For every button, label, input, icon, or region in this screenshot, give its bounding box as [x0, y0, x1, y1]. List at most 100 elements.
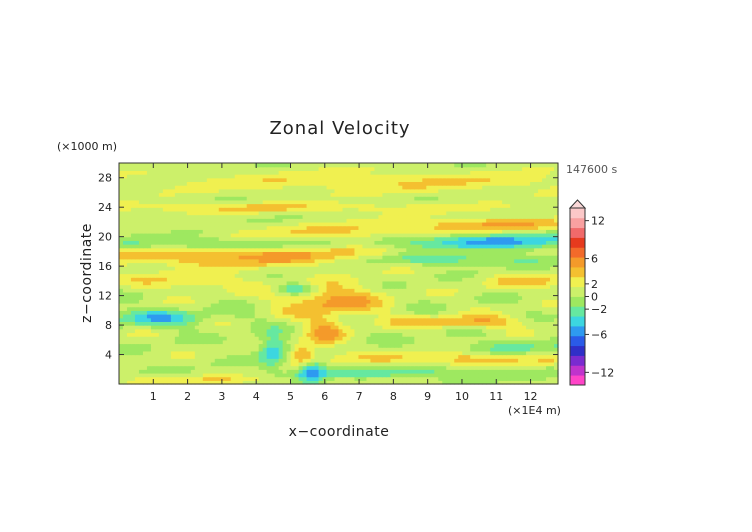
- heatmap-cell: [174, 295, 180, 300]
- heatmap-cell: [494, 361, 499, 367]
- heatmap-cell: [362, 288, 368, 293]
- heatmap-cell: [306, 229, 312, 234]
- heatmap-cell: [530, 328, 535, 334]
- heatmap-cell: [262, 251, 268, 256]
- heatmap-cell: [238, 266, 244, 271]
- heatmap-cell: [218, 258, 224, 264]
- heatmap-cell: [266, 365, 272, 370]
- heatmap-cell: [258, 214, 264, 219]
- heatmap-cell: [454, 288, 459, 293]
- heatmap-cell: [270, 288, 276, 293]
- heatmap-cell: [394, 339, 399, 345]
- heatmap-cell: [358, 302, 364, 308]
- heatmap-cell: [474, 236, 479, 241]
- heatmap-cell: [266, 277, 272, 282]
- heatmap-cell: [174, 314, 180, 319]
- heatmap-cell: [446, 284, 451, 289]
- heatmap-cell: [442, 350, 447, 356]
- heatmap-cell: [438, 221, 443, 227]
- heatmap-cell: [354, 295, 360, 300]
- heatmap-cell: [482, 361, 487, 367]
- heatmap-cell: [334, 332, 340, 337]
- heatmap-cell: [442, 361, 447, 367]
- heatmap-cell: [154, 273, 160, 278]
- heatmap-cell: [398, 266, 403, 271]
- heatmap-cell: [518, 299, 523, 304]
- heatmap-cell: [206, 306, 212, 311]
- heatmap-cell: [262, 295, 268, 300]
- heatmap-cell: [150, 328, 156, 334]
- heatmap-cell: [470, 332, 475, 337]
- heatmap-cell: [318, 269, 324, 275]
- heatmap-cell: [338, 244, 344, 249]
- heatmap-cell: [546, 225, 551, 230]
- heatmap-cell: [322, 314, 328, 319]
- heatmap-cell: [186, 321, 192, 326]
- heatmap-cell: [430, 236, 435, 241]
- heatmap-cell: [286, 332, 292, 337]
- heatmap-cell: [418, 244, 423, 249]
- heatmap-cell: [198, 225, 204, 230]
- heatmap-cell: [486, 225, 491, 230]
- heatmap-cell: [418, 251, 423, 256]
- heatmap-cell: [354, 314, 360, 319]
- heatmap-cell: [266, 302, 272, 308]
- heatmap-cell: [422, 277, 427, 282]
- heatmap-cell: [318, 277, 324, 282]
- heatmap-cell: [546, 291, 551, 297]
- heatmap-cell: [278, 225, 284, 230]
- heatmap-cell: [302, 280, 308, 286]
- heatmap-cell: [202, 240, 208, 245]
- heatmap-cell: [534, 332, 539, 337]
- heatmap-cell: [186, 332, 192, 337]
- heatmap-cell: [130, 343, 136, 348]
- heatmap-cell: [170, 251, 176, 256]
- heatmap-cell: [346, 358, 352, 363]
- heatmap-cell: [474, 229, 479, 234]
- heatmap-cell: [346, 332, 352, 337]
- heatmap-cell: [170, 354, 176, 359]
- heatmap-cell: [194, 291, 200, 297]
- heatmap-cell: [506, 299, 511, 304]
- heatmap-cell: [198, 317, 204, 322]
- heatmap-cell: [486, 255, 491, 260]
- heatmap-cell: [142, 354, 148, 359]
- heatmap-cell: [130, 328, 136, 334]
- heatmap-cell: [274, 225, 280, 230]
- heatmap-cell: [382, 325, 387, 330]
- heatmap-cell: [470, 306, 475, 311]
- heatmap-cell: [314, 240, 320, 245]
- heatmap-cell: [250, 306, 256, 311]
- heatmap-cell: [146, 339, 152, 345]
- heatmap-cell: [354, 221, 360, 227]
- heatmap-cell: [438, 280, 443, 286]
- heatmap-cell: [230, 299, 236, 304]
- heatmap-cell: [254, 358, 260, 363]
- heatmap-cell: [162, 229, 168, 234]
- heatmap-cell: [290, 361, 296, 367]
- heatmap-cell: [294, 361, 300, 367]
- heatmap-cell: [210, 299, 216, 304]
- heatmap-cell: [398, 343, 403, 348]
- heatmap-cell: [514, 317, 519, 322]
- heatmap-cell: [222, 365, 228, 370]
- heatmap-cell: [550, 321, 555, 326]
- heatmap-cell: [278, 266, 284, 271]
- heatmap-cell: [330, 273, 336, 278]
- heatmap-cell: [346, 218, 352, 223]
- heatmap-cell: [246, 310, 252, 315]
- heatmap-cell: [390, 358, 395, 363]
- heatmap-cell: [130, 369, 136, 374]
- heatmap-cell: [414, 247, 419, 252]
- heatmap-cell: [214, 317, 220, 322]
- heatmap-cell: [214, 350, 220, 356]
- heatmap-cell: [130, 350, 136, 356]
- heatmap-cell: [446, 221, 451, 227]
- heatmap-cell: [326, 343, 332, 348]
- heatmap-cell: [394, 295, 399, 300]
- heatmap-cell: [258, 244, 264, 249]
- heatmap-cell: [370, 240, 376, 245]
- heatmap-cell: [550, 361, 555, 367]
- heatmap-cell: [130, 284, 136, 289]
- heatmap-cell: [554, 288, 559, 293]
